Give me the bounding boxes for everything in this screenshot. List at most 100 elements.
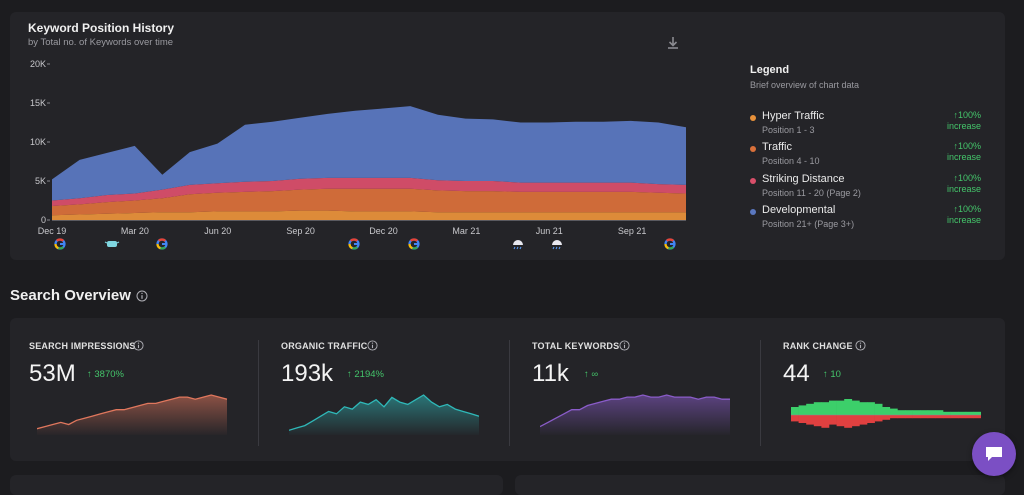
bottom-card-right	[515, 475, 1005, 495]
google-icon[interactable]	[156, 238, 168, 250]
keywords-sparkline	[540, 394, 730, 435]
rank-gain-bar	[973, 411, 981, 415]
rank-loss-bar	[935, 415, 944, 419]
metric-delta: ↑ ∞	[584, 369, 599, 380]
rank-gain-bar	[950, 411, 959, 415]
rank-gain-bar	[965, 411, 974, 415]
mask-icon[interactable]	[104, 241, 120, 247]
legend-dot	[750, 115, 756, 121]
sparkline-line	[289, 394, 479, 431]
info-icon[interactable]	[855, 340, 866, 351]
rank-loss-bar	[806, 415, 815, 425]
rank-loss-bar	[798, 415, 807, 423]
legend-change: ↑100%	[953, 204, 981, 214]
keyword-position-history-panel: Keyword Position History by Total no. of…	[10, 12, 1005, 260]
search-overview-panel: SEARCH IMPRESSIONS 53M ↑ 3870% ORGANIC T…	[10, 318, 1005, 461]
rank-gain-bar	[791, 407, 799, 415]
legend-change: ↑100%	[953, 141, 981, 151]
metric-rank-change[interactable]: RANK CHANGE 44 ↑ 10	[783, 318, 1024, 461]
rank-loss-bar	[905, 415, 913, 419]
rank-gain-bar	[889, 408, 898, 415]
legend-item-traffic[interactable]: Traffic Position 4 - 10 ↑100% increase	[750, 141, 995, 171]
rank-loss-bar	[943, 415, 951, 419]
chat-icon	[986, 447, 1002, 461]
series-area-striking-distance[interactable]	[52, 177, 686, 206]
metric-label: ORGANIC TRAFFIC	[281, 341, 368, 351]
rank-gain-bar	[882, 407, 891, 415]
rank-gain-bar	[905, 410, 913, 415]
x-tick-label: Jun 20	[204, 226, 231, 236]
download-icon[interactable]	[666, 36, 680, 50]
legend-range: Position 1 - 3	[762, 125, 815, 135]
rank-loss-bar	[791, 415, 799, 422]
info-icon[interactable]	[133, 340, 144, 351]
rank-gain-bar	[874, 403, 883, 415]
series-area-hyper-traffic[interactable]	[52, 210, 686, 220]
rank-loss-bar	[829, 415, 837, 425]
weather-icon[interactable]	[552, 240, 562, 250]
metric-value: 53M	[29, 360, 76, 387]
legend-change: ↑100%	[953, 110, 981, 120]
bottom-card-left	[10, 475, 503, 495]
y-tick-label: 10K	[30, 137, 46, 147]
y-tick-label: 20K	[30, 59, 46, 69]
legend-range: Position 21+ (Page 3+)	[762, 219, 855, 229]
legend-dot	[750, 178, 756, 184]
metric-divider	[258, 340, 259, 446]
rank-loss-bar	[897, 415, 906, 419]
metric-divider	[760, 340, 761, 446]
legend-tag: increase	[946, 184, 981, 194]
sparkline-area	[540, 395, 730, 435]
info-icon[interactable]	[619, 340, 630, 351]
sparkline-line	[540, 394, 730, 428]
info-icon[interactable]	[367, 340, 378, 351]
x-tick-label: Dec 20	[369, 226, 398, 236]
rank-gain-bar	[867, 402, 875, 415]
legend-item-hyper-traffic[interactable]: Hyper Traffic Position 1 - 3 ↑100% incre…	[750, 110, 995, 140]
rank-loss-bar	[836, 415, 845, 427]
y-tick-label: 15K	[30, 98, 46, 108]
metric-total-keywords[interactable]: TOTAL KEYWORDS 11k ↑ ∞	[532, 318, 782, 461]
legend-subtitle: Brief overview of chart data	[750, 80, 860, 90]
rank-gain-bar	[859, 402, 868, 415]
rank-loss-bar	[813, 415, 822, 427]
rank-loss-bar	[867, 415, 875, 423]
x-tick-label: Mar 21	[452, 226, 480, 236]
rank-loss-bar	[889, 415, 898, 419]
metric-delta: ↑ 2194%	[347, 369, 384, 380]
series-area-traffic[interactable]	[52, 188, 686, 216]
rank-gain-bar	[851, 400, 860, 415]
search-overview-title: Search Overview	[10, 287, 131, 304]
legend-item-striking-distance[interactable]: Striking Distance Position 11 - 20 (Page…	[750, 173, 995, 203]
legend-range: Position 11 - 20 (Page 2)	[762, 188, 861, 198]
metric-delta: ↑ 10	[823, 369, 841, 380]
google-icon[interactable]	[408, 238, 420, 250]
rank-gain-bar	[927, 410, 936, 415]
legend-title: Legend	[750, 64, 790, 76]
rank-loss-bar	[965, 415, 974, 419]
google-icon[interactable]	[664, 238, 676, 250]
rank-gain-bar	[912, 410, 921, 415]
legend-tag: increase	[946, 152, 981, 162]
y-tick-label: 5K	[35, 176, 46, 186]
legend-dot	[750, 209, 756, 215]
chart-title: Keyword Position History	[28, 21, 175, 35]
chat-button[interactable]	[972, 432, 1016, 476]
series-area-developmental[interactable]	[52, 106, 686, 201]
keyword-history-chart: 0 5K 10K 15K 20K Dec 19 Mar 20 Jun 20 Sep 20 Dec …	[30, 59, 686, 250]
rank-gain-bar	[829, 400, 837, 415]
metric-search-impressions[interactable]: SEARCH IMPRESSIONS 53M ↑ 3870%	[29, 318, 279, 461]
rank-loss-bar	[920, 415, 929, 419]
legend-name: Hyper Traffic	[762, 110, 825, 122]
info-icon[interactable]	[136, 290, 148, 302]
weather-icon[interactable]	[513, 240, 523, 250]
legend-item-developmental[interactable]: Developmental Position 21+ (Page 3+) ↑10…	[750, 204, 995, 234]
legend-name: Striking Distance	[762, 173, 845, 185]
google-icon[interactable]	[348, 238, 360, 250]
legend-name: Developmental	[762, 204, 836, 216]
rank-loss-bar	[851, 415, 860, 427]
x-tick-label: Sep 21	[618, 226, 647, 236]
metric-organic-traffic[interactable]: ORGANIC TRAFFIC 193k ↑ 2194%	[281, 318, 531, 461]
metric-divider	[509, 340, 510, 446]
google-icon[interactable]	[54, 238, 66, 250]
